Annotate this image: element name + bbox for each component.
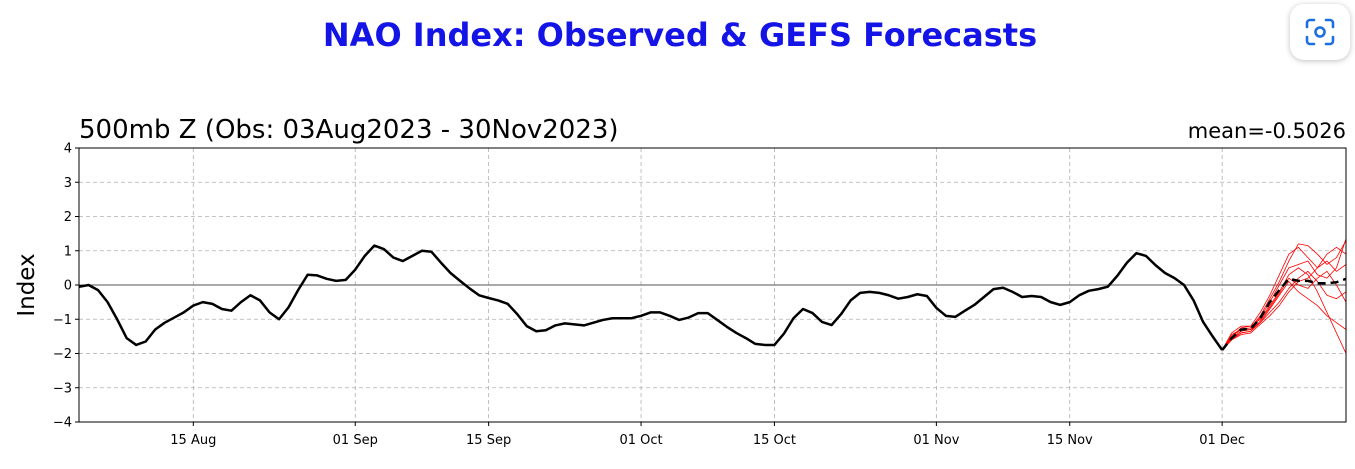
x-tick-label: 15 Oct	[753, 433, 796, 448]
plot-lines	[79, 238, 1346, 354]
x-tick-label: 01 Oct	[619, 433, 662, 448]
y-tick-label: 0	[64, 279, 72, 294]
x-tick-label: 01 Nov	[913, 433, 959, 448]
chart-subtitle: 500mb Z (Obs: 03Aug2023 - 30Nov2023)	[79, 115, 619, 145]
y-tick-label: 4	[64, 142, 72, 157]
series-line	[1221, 281, 1346, 351]
y-tick-label: 1	[64, 244, 72, 259]
series-line	[1221, 260, 1346, 351]
y-tick-label: −1	[53, 313, 72, 328]
screenshot-button[interactable]	[1290, 4, 1350, 60]
y-tick-label: −3	[53, 381, 72, 396]
chart-title: NAO Index: Observed & GEFS Forecasts	[323, 16, 1037, 54]
y-tick-label: 3	[64, 176, 72, 191]
series-line	[1221, 246, 1346, 351]
x-tick-label: 15 Sep	[466, 433, 511, 448]
x-tick-label: 15 Nov	[1047, 433, 1093, 448]
y-tick-label: 2	[64, 210, 72, 225]
camera-icon	[1305, 18, 1335, 46]
series-line	[1221, 277, 1346, 351]
x-tick-label: 01 Sep	[333, 433, 378, 448]
mean-annotation: mean=-0.5026	[1188, 119, 1346, 143]
series-line	[1221, 267, 1346, 354]
y-axis-label: Index	[14, 253, 40, 316]
grid	[79, 147, 1346, 423]
x-tick-label: 01 Dec	[1199, 433, 1245, 448]
y-tick-label: −4	[53, 416, 72, 431]
y-tick-label: −2	[53, 347, 72, 362]
x-tick-label: 15 Aug	[170, 433, 216, 448]
ticks: −4 −3 −2 −1 0 1 2 3 4 15 Aug 01 Sep 15 Sep 01 Oct 15 …	[53, 142, 1245, 449]
series-line	[79, 244, 1224, 351]
